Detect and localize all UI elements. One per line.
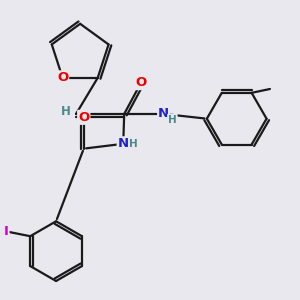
Text: O: O <box>135 76 147 89</box>
Text: H: H <box>130 139 138 149</box>
Text: N: N <box>158 107 169 121</box>
Text: N: N <box>118 137 129 150</box>
Text: H: H <box>168 115 177 125</box>
Text: I: I <box>4 225 9 238</box>
Text: O: O <box>57 71 68 84</box>
Text: O: O <box>78 111 89 124</box>
Text: H: H <box>61 105 70 118</box>
